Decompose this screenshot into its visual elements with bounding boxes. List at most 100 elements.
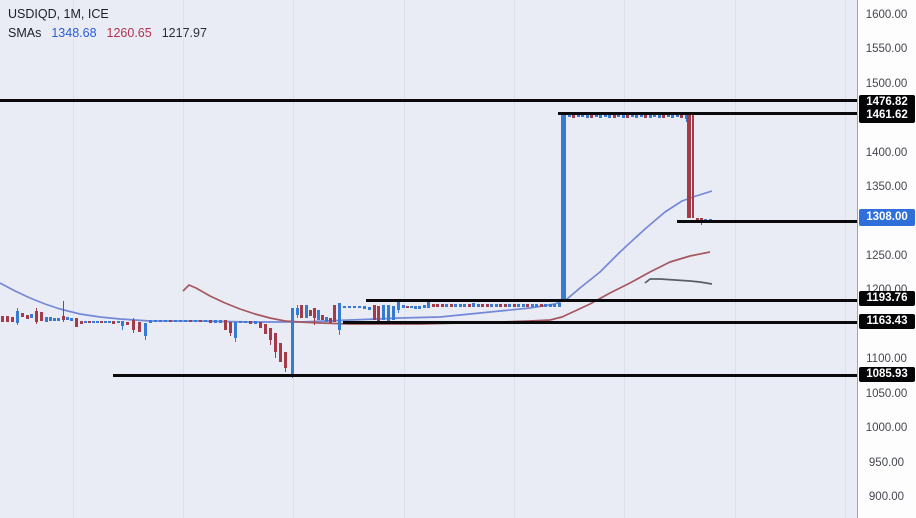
price-tick: 1350.00 (865, 181, 908, 193)
candle (273, 333, 277, 352)
sma-value-red: 1260.65 (106, 26, 152, 40)
candle (376, 306, 380, 322)
candle (61, 316, 65, 320)
candle (268, 328, 272, 340)
candle (208, 320, 212, 323)
chart-plot-area[interactable]: USDIQD, 1M, ICE SMAs 1348.68 1260.65 1217.9… (0, 0, 857, 518)
candle (543, 304, 547, 307)
price-tick: 950.00 (868, 457, 905, 469)
candle (512, 304, 516, 307)
candle (444, 304, 448, 307)
level-line[interactable] (677, 220, 857, 223)
candle (621, 115, 625, 118)
candle (316, 310, 320, 320)
candle (362, 306, 366, 309)
candle (10, 317, 14, 322)
candle (521, 304, 525, 307)
candle (95, 321, 99, 323)
candle (567, 114, 571, 117)
candle (498, 304, 502, 307)
candle (278, 343, 282, 362)
candle (422, 305, 426, 308)
candle (571, 114, 575, 118)
candle (120, 321, 124, 326)
candle (283, 352, 287, 368)
candle (525, 304, 529, 307)
candle (79, 321, 83, 324)
candle (312, 308, 316, 318)
grid-line-vertical (183, 0, 184, 518)
level-line[interactable] (343, 321, 857, 324)
price-tick: 1250.00 (865, 250, 908, 262)
candle (548, 304, 552, 307)
candle (386, 305, 390, 322)
grid-line-vertical (624, 0, 625, 518)
candle (467, 304, 471, 307)
candle (357, 306, 361, 308)
sma-lines-layer (0, 190, 713, 325)
candle (471, 303, 475, 307)
price-tick: 1500.00 (865, 78, 908, 90)
level-line[interactable] (0, 99, 857, 102)
candle (91, 321, 95, 323)
candle (263, 324, 267, 334)
candle (462, 304, 466, 307)
candle (449, 304, 453, 307)
candle (103, 321, 107, 323)
candle (258, 322, 262, 328)
candle (320, 315, 324, 320)
level-line[interactable] (366, 299, 857, 302)
grid-line-vertical (404, 0, 405, 518)
candle (476, 304, 480, 307)
candle (530, 304, 534, 307)
candle (228, 322, 232, 333)
candle (137, 322, 141, 332)
candle (143, 323, 147, 336)
candle (332, 305, 336, 322)
candle (0, 316, 4, 322)
candle (616, 114, 620, 117)
candle (684, 114, 688, 119)
sma-legend-row: SMAs 1348.68 1260.65 1217.97 (8, 25, 207, 42)
candle (295, 308, 299, 315)
candle (233, 322, 237, 338)
price-tick: 900.00 (868, 491, 905, 503)
candle (585, 115, 589, 118)
candle (643, 114, 647, 118)
candle (111, 321, 115, 324)
candle (183, 320, 187, 322)
candle (83, 321, 87, 323)
candle (630, 114, 634, 117)
candle (594, 114, 598, 117)
grid-line-vertical (293, 0, 294, 518)
level-line[interactable] (113, 374, 857, 377)
candle (503, 304, 507, 307)
level-line[interactable] (558, 112, 857, 115)
candle (557, 303, 561, 307)
candle (324, 317, 328, 322)
price-label-chip: 1476.82 (859, 95, 915, 110)
candle (552, 304, 556, 307)
candle (148, 320, 152, 323)
spike-bar (687, 113, 691, 218)
symbol-title[interactable]: USDIQD, 1M, ICE (8, 7, 109, 21)
candle (607, 115, 611, 118)
sma-line-gray (644, 278, 713, 285)
candle (74, 318, 78, 327)
candle (480, 304, 484, 307)
candle (99, 321, 103, 323)
candle (158, 320, 162, 322)
candle (679, 114, 683, 118)
candle (213, 320, 217, 323)
price-label-chip: 1461.62 (859, 108, 915, 123)
candle (48, 317, 52, 321)
candle (634, 115, 638, 118)
candle (337, 303, 341, 330)
price-axis[interactable]: 900.00950.001000.001050.001100.001150.00… (857, 0, 916, 518)
candle (15, 311, 19, 323)
candle (248, 321, 252, 324)
candle (163, 320, 167, 322)
candle (328, 318, 332, 323)
candle (299, 305, 303, 318)
